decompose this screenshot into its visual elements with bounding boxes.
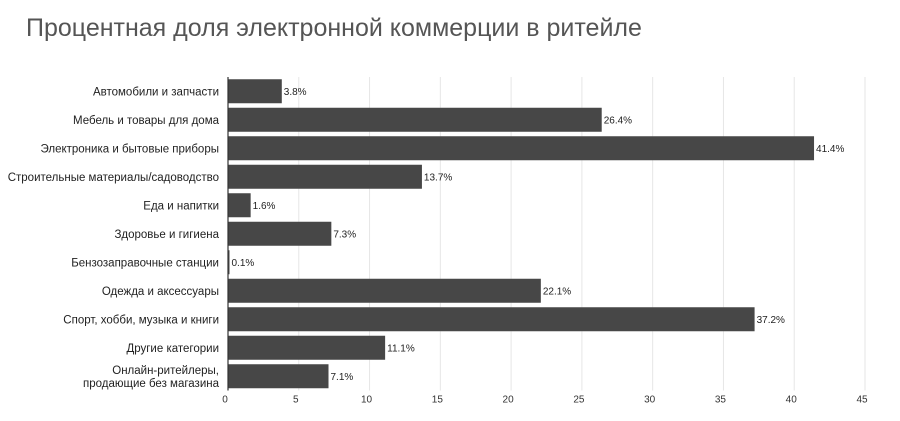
value-label: 11.1% bbox=[387, 343, 415, 354]
category-label: Одежда и аксессуары bbox=[102, 286, 219, 298]
value-label: 7.1% bbox=[331, 372, 354, 383]
x-tick-label: 25 bbox=[573, 395, 585, 406]
category-label-line: Бензозаправочные станции bbox=[71, 257, 219, 269]
bar bbox=[228, 221, 332, 246]
x-tick-label: 10 bbox=[361, 395, 373, 406]
value-label: 41.4% bbox=[816, 144, 844, 155]
x-tick-label: 40 bbox=[786, 395, 798, 406]
bar bbox=[228, 278, 541, 303]
bar bbox=[228, 164, 422, 189]
value-label: 0.1% bbox=[232, 258, 255, 269]
x-tick-label: 20 bbox=[503, 395, 515, 406]
bar bbox=[228, 136, 815, 161]
bar bbox=[228, 335, 386, 360]
category-label-line: Здоровье и гигиена bbox=[114, 229, 219, 241]
x-tick-label: 0 bbox=[222, 395, 228, 406]
bar-layer bbox=[228, 79, 815, 389]
bar bbox=[228, 79, 282, 104]
category-label: Еда и напитки bbox=[143, 200, 219, 212]
category-label: Спорт, хобби, музыка и книги bbox=[63, 314, 219, 326]
bar bbox=[228, 364, 329, 389]
bar bbox=[228, 107, 602, 132]
value-label: 3.8% bbox=[284, 87, 307, 98]
category-label-line: Мебель и товары для дома bbox=[73, 115, 220, 127]
tick-layer: 0 5 10 15 20 25 30 35 40 45 bbox=[222, 77, 868, 406]
bar bbox=[228, 193, 251, 218]
category-label: Мебель и товары для дома bbox=[73, 115, 220, 127]
category-label: Онлайн-ритейлеры, продающие без магазина bbox=[83, 365, 220, 390]
bar bbox=[228, 307, 755, 332]
category-label: Бензозаправочные станции bbox=[71, 257, 219, 269]
x-tick-label: 30 bbox=[644, 395, 656, 406]
category-label-line: продающие без магазина bbox=[83, 378, 220, 390]
category-label-line: Другие категории bbox=[126, 343, 219, 355]
category-label-line: Онлайн-ритейлеры, bbox=[112, 365, 219, 377]
x-tick-label: 35 bbox=[715, 395, 727, 406]
bar bbox=[228, 250, 230, 275]
label-layer: 3.8% Автомобили и запчасти 26.4% Мебель и т… bbox=[8, 86, 845, 390]
chart-title: Процентная доля электронной коммерции в … bbox=[26, 14, 642, 42]
value-label: 37.2% bbox=[757, 315, 785, 326]
category-label-line: Автомобили и запчасти bbox=[93, 86, 219, 98]
value-label: 1.6% bbox=[253, 201, 276, 212]
category-label: Строительные материалы/садоводство bbox=[8, 172, 219, 184]
category-label-line: Одежда и аксессуары bbox=[102, 286, 219, 298]
value-label: 26.4% bbox=[604, 115, 632, 126]
category-label-line: Спорт, хобби, музыка и книги bbox=[63, 314, 219, 326]
x-tick-label: 5 bbox=[293, 395, 299, 406]
category-label: Автомобили и запчасти bbox=[93, 86, 219, 98]
category-label: Здоровье и гигиена bbox=[114, 229, 219, 241]
category-label-line: Строительные материалы/садоводство bbox=[8, 172, 219, 184]
category-label: Электроника и бытовые приборы bbox=[40, 143, 219, 155]
value-label: 7.3% bbox=[333, 229, 356, 240]
category-label-line: Электроника и бытовые приборы bbox=[40, 143, 219, 155]
x-tick-label: 15 bbox=[432, 395, 444, 406]
category-label: Другие категории bbox=[126, 343, 219, 355]
x-tick-label: 45 bbox=[856, 395, 868, 406]
category-label-line: Еда и напитки bbox=[143, 200, 219, 212]
value-label: 22.1% bbox=[543, 286, 571, 297]
value-label: 13.7% bbox=[424, 172, 452, 183]
